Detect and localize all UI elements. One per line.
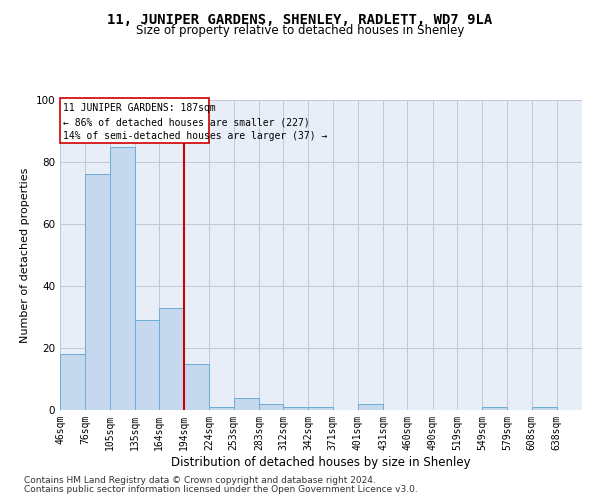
Bar — [60, 354, 85, 410]
Text: Contains HM Land Registry data © Crown copyright and database right 2024.: Contains HM Land Registry data © Crown c… — [24, 476, 376, 485]
Bar — [259, 404, 283, 410]
Text: ← 86% of detached houses are smaller (227): ← 86% of detached houses are smaller (22… — [64, 117, 310, 127]
Bar — [358, 404, 383, 410]
Bar — [110, 146, 134, 410]
Text: 11, JUNIPER GARDENS, SHENLEY, RADLETT, WD7 9LA: 11, JUNIPER GARDENS, SHENLEY, RADLETT, W… — [107, 12, 493, 26]
Bar — [209, 407, 234, 410]
FancyBboxPatch shape — [60, 98, 209, 144]
Bar — [184, 364, 209, 410]
Bar — [308, 407, 333, 410]
Text: 14% of semi-detached houses are larger (37) →: 14% of semi-detached houses are larger (… — [64, 131, 328, 141]
Bar — [234, 398, 259, 410]
Text: Contains public sector information licensed under the Open Government Licence v3: Contains public sector information licen… — [24, 485, 418, 494]
Bar — [283, 407, 308, 410]
Bar — [482, 407, 508, 410]
Bar — [85, 174, 110, 410]
Text: Size of property relative to detached houses in Shenley: Size of property relative to detached ho… — [136, 24, 464, 37]
Bar — [532, 407, 557, 410]
Bar — [134, 320, 159, 410]
Text: 11 JUNIPER GARDENS: 187sqm: 11 JUNIPER GARDENS: 187sqm — [64, 103, 216, 113]
Bar — [159, 308, 184, 410]
X-axis label: Distribution of detached houses by size in Shenley: Distribution of detached houses by size … — [171, 456, 471, 468]
Y-axis label: Number of detached properties: Number of detached properties — [20, 168, 30, 342]
